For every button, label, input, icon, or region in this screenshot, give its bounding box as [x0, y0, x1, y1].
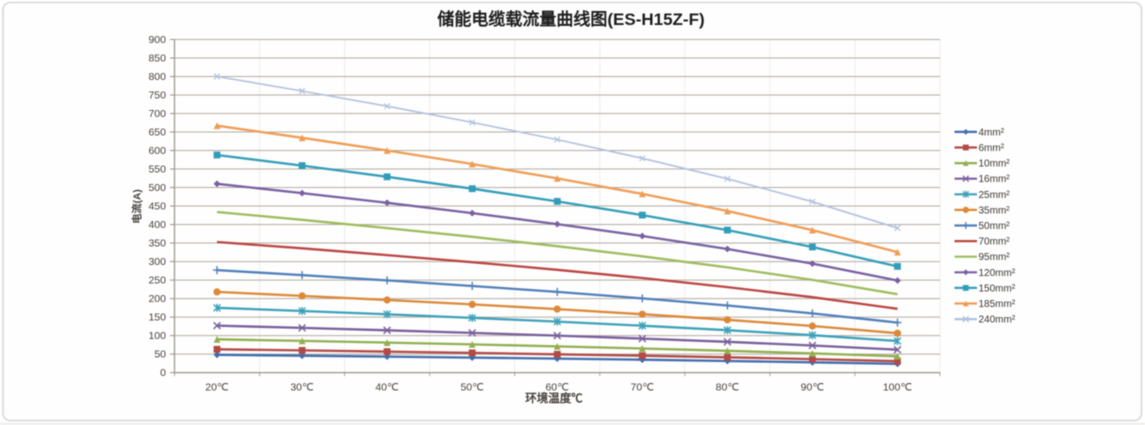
svg-text:25mm²: 25mm²	[979, 190, 1011, 201]
svg-text:200: 200	[148, 293, 166, 305]
svg-text:650: 650	[148, 127, 166, 139]
svg-text:750: 750	[148, 90, 166, 102]
svg-text:35mm²: 35mm²	[979, 205, 1011, 216]
svg-text:0: 0	[160, 367, 166, 379]
svg-text:50℃: 50℃	[460, 382, 484, 394]
svg-text:70mm²: 70mm²	[979, 237, 1011, 248]
svg-text:240mm²: 240mm²	[979, 315, 1016, 326]
svg-text:300: 300	[148, 256, 166, 268]
svg-text:250: 250	[148, 275, 166, 287]
svg-text:40℃: 40℃	[375, 382, 399, 394]
svg-text:环境温度℃: 环境温度℃	[525, 391, 583, 405]
svg-text:500: 500	[148, 182, 166, 194]
svg-text:90℃: 90℃	[801, 382, 825, 394]
svg-text:6mm²: 6mm²	[979, 143, 1005, 154]
svg-text:700: 700	[148, 108, 166, 120]
svg-text:50: 50	[154, 349, 166, 361]
svg-text:150: 150	[148, 312, 166, 324]
svg-text:400: 400	[148, 219, 166, 231]
svg-text:电流(A): 电流(A)	[131, 189, 144, 224]
svg-text:100: 100	[148, 330, 166, 342]
svg-text:50mm²: 50mm²	[979, 221, 1011, 232]
svg-text:900: 900	[148, 34, 166, 46]
svg-text:350: 350	[148, 238, 166, 250]
svg-text:60℃: 60℃	[545, 382, 569, 394]
svg-text:30℃: 30℃	[290, 382, 314, 394]
svg-text:10mm²: 10mm²	[979, 159, 1011, 170]
svg-text:185mm²: 185mm²	[979, 299, 1016, 310]
svg-text:850: 850	[148, 53, 166, 65]
svg-text:80℃: 80℃	[716, 382, 740, 394]
svg-text:100℃: 100℃	[883, 382, 913, 394]
svg-text:16mm²: 16mm²	[979, 174, 1011, 185]
svg-text:70℃: 70℃	[631, 382, 655, 394]
svg-text:20℃: 20℃	[205, 382, 229, 394]
svg-text:储能电缆载流量曲线图(ES-H15Z-F): 储能电缆载流量曲线图(ES-H15Z-F)	[437, 9, 704, 29]
svg-text:150mm²: 150mm²	[979, 283, 1016, 294]
svg-text:600: 600	[148, 145, 166, 157]
svg-text:800: 800	[148, 71, 166, 83]
svg-text:4mm²: 4mm²	[979, 127, 1005, 138]
svg-text:120mm²: 120mm²	[979, 268, 1016, 279]
svg-text:450: 450	[148, 201, 166, 213]
svg-text:95mm²: 95mm²	[979, 252, 1011, 263]
svg-text:550: 550	[148, 164, 166, 176]
